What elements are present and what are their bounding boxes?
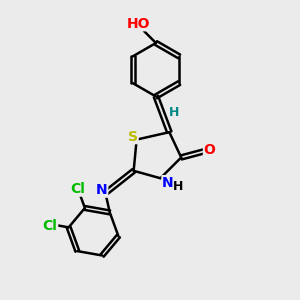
Text: S: S bbox=[128, 130, 138, 144]
Text: H: H bbox=[169, 106, 180, 119]
Text: N: N bbox=[162, 176, 174, 190]
Text: HO: HO bbox=[126, 17, 150, 31]
Text: Cl: Cl bbox=[43, 219, 58, 233]
Text: Cl: Cl bbox=[70, 182, 85, 196]
Text: H: H bbox=[173, 180, 183, 193]
Text: N: N bbox=[96, 183, 108, 197]
Text: O: O bbox=[203, 143, 215, 157]
